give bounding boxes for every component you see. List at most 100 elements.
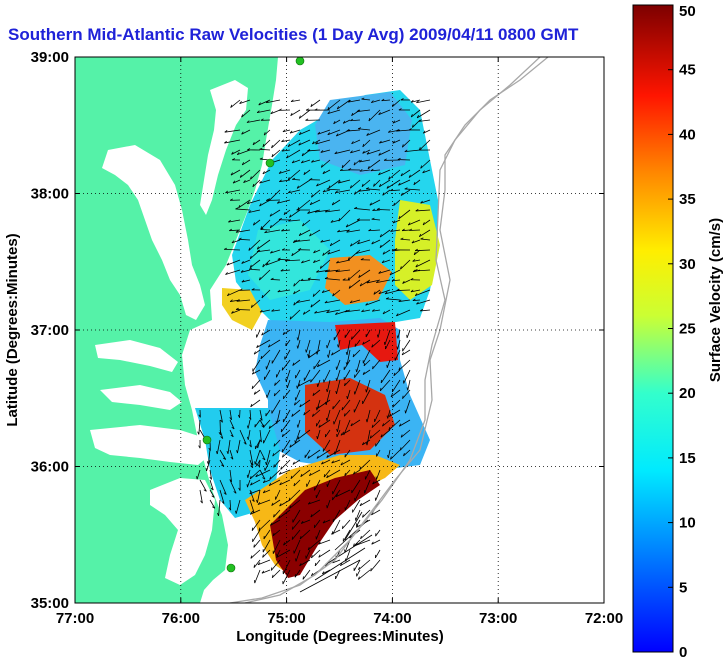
velocity-arrow: [358, 269, 371, 278]
velocity-arrowhead: [263, 132, 266, 136]
velocity-arrowhead: [320, 164, 323, 168]
velocity-arrowhead: [418, 119, 422, 122]
velocity-arrow: [312, 289, 321, 297]
velocity-arrow: [283, 539, 291, 546]
velocity-arrow: [219, 479, 227, 495]
velocity-arrow: [411, 99, 421, 103]
velocity-arrow: [322, 189, 331, 193]
velocity-arrowhead: [367, 165, 370, 170]
field-red-center: [305, 378, 395, 455]
velocity-arrow: [381, 259, 391, 264]
velocity-arrowhead: [396, 288, 400, 291]
velocity-arrow: [268, 339, 281, 348]
velocity-arrowhead: [241, 131, 244, 135]
velocity-arrow: [345, 219, 361, 228]
velocity-arrowhead: [251, 499, 255, 502]
velocity-arrow: [346, 229, 361, 233]
velocity-arrow: [280, 269, 291, 272]
velocity-arrowhead: [420, 237, 424, 240]
velocity-arrowhead: [398, 299, 402, 302]
velocity-arrowhead: [351, 336, 353, 340]
velocity-arrow: [252, 529, 261, 542]
velocity-arrowhead: [366, 151, 370, 155]
velocity-arrowhead: [347, 99, 351, 103]
velocity-arrowhead: [246, 425, 249, 429]
velocity-arrowhead: [369, 435, 372, 439]
velocity-arrowhead: [253, 544, 255, 548]
velocity-arrow: [385, 339, 391, 350]
velocity-arrow: [298, 229, 311, 237]
velocity-arrow: [288, 189, 301, 194]
velocity-arrow: [293, 279, 301, 287]
velocity-arrowhead: [355, 524, 359, 528]
velocity-arrowhead: [305, 118, 309, 121]
velocity-arrow: [381, 99, 391, 102]
velocity-arrow: [269, 209, 281, 217]
velocity-arrowhead: [260, 355, 263, 359]
velocity-arrow: [376, 469, 381, 480]
velocity-arrowhead: [355, 251, 359, 254]
velocity-arrowhead: [238, 204, 241, 208]
velocity-arrowhead: [270, 277, 274, 280]
velocity-arrowhead: [368, 117, 371, 122]
velocity-arrow: [389, 409, 401, 417]
velocity-arrowhead: [378, 271, 382, 274]
velocity-arrowhead: [392, 140, 395, 144]
velocity-arrowhead: [249, 476, 252, 480]
velocity-arrow: [264, 459, 271, 471]
velocity-arrow: [285, 259, 301, 262]
velocity-arrowhead: [390, 456, 392, 460]
velocity-arrowhead: [316, 383, 319, 387]
velocity-arrow: [362, 439, 371, 446]
velocity-arrowhead: [250, 482, 253, 486]
velocity-arrow: [292, 509, 301, 523]
colorbar-tick-label: 25: [679, 321, 696, 338]
velocity-arrow: [297, 199, 311, 211]
velocity-arrow: [297, 379, 311, 387]
velocity-arrow: [249, 499, 255, 514]
velocity-arrow: [422, 219, 431, 226]
velocity-arrowhead: [223, 492, 227, 495]
velocity-arrow: [299, 109, 311, 119]
velocity-arrow: [292, 359, 301, 366]
velocity-arrow: [312, 139, 321, 145]
velocity-arrow: [332, 559, 341, 564]
velocity-arrowhead: [211, 495, 215, 498]
velocity-arrowhead: [260, 227, 264, 230]
velocity-arrow: [365, 329, 371, 338]
velocity-arrow: [380, 429, 391, 438]
velocity-arrow: [327, 99, 341, 111]
velocity-arrowhead: [291, 413, 294, 417]
velocity-arrow: [229, 419, 235, 430]
velocity-arrow: [265, 409, 271, 417]
velocity-arrow: [332, 399, 341, 410]
x-axis-label: Longitude (Degrees:Minutes): [236, 628, 444, 645]
velocity-arrow: [380, 369, 391, 384]
velocity-arrowhead: [230, 434, 234, 438]
velocity-arrowhead: [400, 237, 404, 240]
velocity-arrowhead: [318, 541, 321, 545]
velocity-arrowhead: [404, 149, 408, 152]
velocity-arrowhead: [231, 310, 234, 314]
velocity-arrow: [248, 239, 261, 251]
velocity-arrow: [219, 429, 224, 439]
velocity-arrowhead: [317, 405, 320, 409]
velocity-arrowhead: [235, 207, 239, 210]
velocity-arrowhead: [327, 132, 331, 136]
velocity-arrow: [403, 449, 411, 457]
velocity-arrowhead: [398, 108, 402, 111]
velocity-arrowhead: [278, 515, 281, 519]
velocity-arrow: [420, 309, 431, 312]
velocity-arrow: [376, 449, 381, 457]
velocity-arrowhead: [316, 183, 319, 187]
velocity-arrowhead: [264, 230, 268, 234]
velocity-arrow: [252, 369, 261, 375]
velocity-arrowhead: [224, 247, 228, 250]
velocity-arrowhead: [291, 526, 294, 530]
velocity-arrow: [322, 569, 331, 575]
velocity-arrowhead: [217, 512, 219, 517]
velocity-arrowhead: [271, 574, 274, 578]
velocity-arrowhead: [413, 251, 416, 256]
velocity-arrowhead: [354, 206, 358, 209]
velocity-arrowhead: [220, 436, 224, 439]
